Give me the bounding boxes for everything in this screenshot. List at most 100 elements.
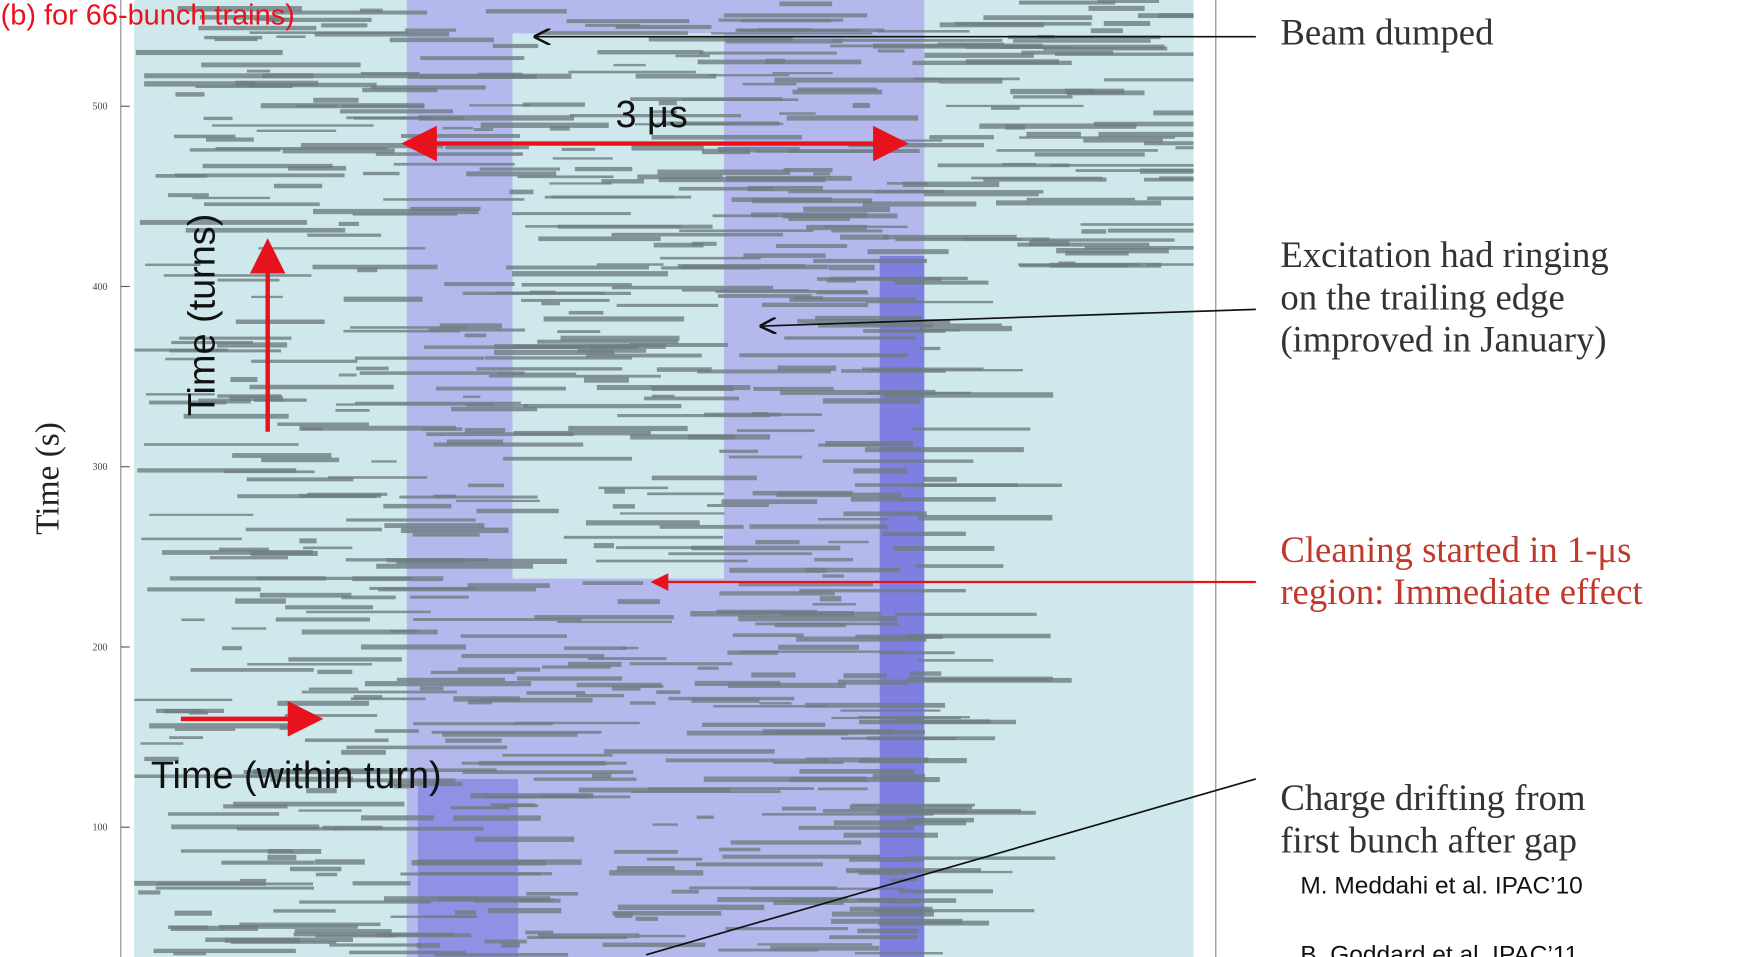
stripe [718,18,844,22]
stripe [164,709,204,714]
stripe [718,847,761,852]
stripe [1043,46,1168,51]
stripe [233,801,405,807]
stripe [149,723,295,729]
stripe [413,722,553,726]
stripe [513,430,651,436]
stripe [596,385,751,391]
stripe [461,654,605,659]
stripe [872,774,926,779]
stripe [549,182,612,185]
stripe [1093,121,1194,127]
stripe [268,17,372,22]
stripe [423,345,584,349]
stripe [1049,262,1162,268]
stripe [267,854,297,861]
stripe [476,367,623,371]
stripe [235,598,286,604]
stripe [374,729,419,733]
stripe [893,545,995,551]
stripe [797,87,878,92]
annotation-line: (improved in January) [1280,319,1606,360]
stripe [774,730,925,735]
stripe [454,910,477,915]
stripe [387,781,463,787]
stripe [497,372,577,376]
stripe [480,122,609,128]
stripe [240,878,267,882]
stripe [828,264,875,271]
stripe [467,483,504,488]
stripe [1080,223,1194,226]
stripe [270,776,354,782]
stripe [205,137,254,142]
stripe [410,206,481,211]
stripe [817,518,890,521]
stripe [219,924,358,929]
stripe [629,343,728,347]
stripe [209,556,289,560]
stripe [814,557,854,562]
stripe [806,224,867,231]
stripe [1019,0,1116,5]
stripe [612,504,635,509]
stripe [1065,251,1129,256]
stripe [175,92,205,97]
stripe [446,439,503,445]
stripe [651,394,675,398]
stripe [843,832,938,838]
stripe [568,70,696,74]
stripe [307,233,382,237]
stripe [738,616,897,622]
stripe [410,595,469,599]
stripe [593,543,615,549]
pointer [645,778,1257,956]
stripe [167,925,209,930]
stripe [340,109,453,114]
stripe [877,809,1021,813]
stripe [500,942,520,948]
stripe [1056,247,1169,254]
stripe [502,753,613,757]
stripe [341,595,396,600]
stripe [846,870,1013,874]
stripe [777,365,837,371]
stripe [1010,88,1094,95]
stripe [229,395,283,401]
stripe [629,662,733,666]
y-tick-label: 100 [92,823,107,834]
stripe [908,676,1053,682]
stripes [134,0,1194,957]
stripe [659,256,761,260]
stripe [149,400,227,405]
pointer [763,308,1256,326]
stripe [167,812,280,816]
stripe [277,700,369,706]
stripe [217,278,280,282]
stripe [315,859,365,865]
stripe [479,167,561,171]
stripe [488,374,661,378]
stripe [223,470,315,474]
stripe [837,679,908,685]
stripe [929,135,994,140]
stripe [359,8,383,13]
stripe [679,229,814,233]
stripe [400,872,541,876]
stripe [478,72,523,77]
stripe [784,336,916,340]
stripe [788,216,850,221]
stripe [613,63,646,67]
stripe [169,576,326,581]
stripe [1050,163,1194,167]
stripe [473,128,494,131]
stripe [750,212,868,218]
stripe [736,429,815,433]
stripe [285,605,373,610]
stripe [656,367,712,372]
stripe [858,870,908,875]
stripe [315,934,397,938]
stripe [145,263,201,267]
stripe [282,148,395,154]
stripe [258,247,426,250]
